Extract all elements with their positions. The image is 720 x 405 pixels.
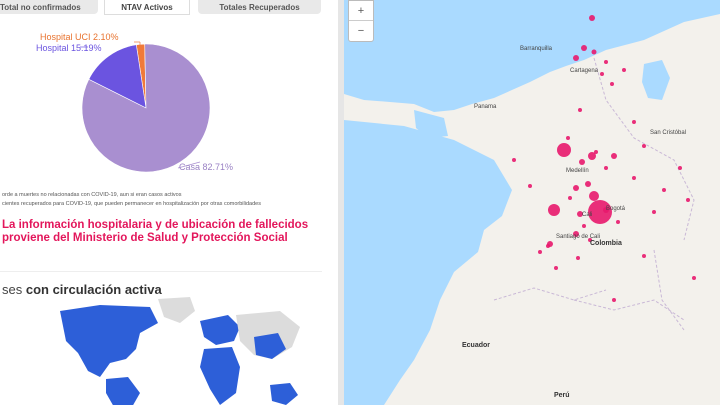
case-bubble[interactable] bbox=[600, 72, 604, 76]
case-bubble[interactable] bbox=[622, 68, 626, 72]
country-label: Colombia bbox=[590, 240, 622, 247]
case-bubble[interactable] bbox=[632, 120, 636, 124]
tab-no-confirmados[interactable]: Total no confirmados bbox=[0, 0, 98, 14]
pie-chart bbox=[80, 41, 211, 173]
panama-gulf bbox=[414, 110, 448, 138]
case-bubble[interactable] bbox=[588, 152, 596, 160]
case-bubble[interactable] bbox=[611, 153, 617, 159]
city-label: Medellín bbox=[566, 168, 589, 174]
left-panel: Total no confirmados NTAV Activos Totale… bbox=[0, 0, 338, 405]
case-bubble[interactable] bbox=[610, 82, 614, 86]
city-label: Cartagena bbox=[570, 68, 599, 74]
greenland-shape bbox=[158, 297, 195, 323]
panel-divider bbox=[338, 0, 344, 405]
case-bubble[interactable] bbox=[578, 108, 582, 112]
maracaibo-lake bbox=[642, 60, 670, 100]
north-america-shape bbox=[60, 305, 158, 377]
case-bubble[interactable] bbox=[566, 136, 570, 140]
case-bubble[interactable] bbox=[588, 200, 612, 224]
case-bubble[interactable] bbox=[573, 231, 579, 237]
zoom-control: + − bbox=[348, 0, 374, 42]
country-label: Perú bbox=[554, 392, 570, 399]
zoom-in-button[interactable]: + bbox=[349, 1, 373, 21]
case-bubble[interactable] bbox=[557, 143, 571, 157]
case-bubble[interactable] bbox=[604, 166, 608, 170]
pie-slice-casa bbox=[81, 43, 211, 173]
zoom-out-button[interactable]: − bbox=[357, 24, 365, 37]
case-bubble[interactable] bbox=[581, 45, 587, 51]
case-bubble[interactable] bbox=[554, 266, 558, 270]
source-line-1: La información hospitalaria y de ubicaci… bbox=[2, 219, 309, 231]
source-line-2: proviene del Ministerio de Salud y Prote… bbox=[2, 232, 288, 244]
pie-label-casa: Casa 82.71% bbox=[179, 162, 234, 172]
case-bubble[interactable] bbox=[576, 256, 580, 260]
world-map bbox=[60, 297, 300, 405]
map-canvas bbox=[344, 0, 720, 405]
circulation-title: ses con circulación activa bbox=[2, 282, 162, 297]
case-bubble[interactable] bbox=[577, 211, 583, 217]
case-bubble[interactable] bbox=[588, 238, 592, 242]
border-colombia-ecuador bbox=[493, 287, 607, 301]
europe-shape bbox=[200, 315, 240, 345]
tab-label: Total no confirmados bbox=[0, 2, 81, 12]
case-bubble[interactable] bbox=[582, 224, 586, 228]
case-bubble[interactable] bbox=[579, 159, 585, 165]
case-bubble[interactable] bbox=[573, 185, 579, 191]
case-bubble[interactable] bbox=[692, 276, 696, 280]
city-label: San Cristóbal bbox=[650, 130, 687, 136]
case-bubble[interactable] bbox=[589, 15, 595, 21]
case-bubble[interactable] bbox=[568, 196, 572, 200]
case-bubble[interactable] bbox=[632, 176, 636, 180]
border-colombia-brazil bbox=[653, 249, 685, 331]
case-bubble[interactable] bbox=[616, 220, 620, 224]
china-shape bbox=[254, 333, 286, 359]
city-label: Panama bbox=[474, 104, 497, 110]
pacific-ocean bbox=[344, 120, 512, 405]
case-bubble[interactable] bbox=[642, 144, 646, 148]
south-america-shape bbox=[106, 377, 140, 405]
case-bubble[interactable] bbox=[573, 55, 579, 61]
case-bubble[interactable] bbox=[548, 204, 560, 216]
city-label: Cali bbox=[582, 212, 593, 218]
caribbean-sea bbox=[344, 0, 720, 112]
case-bubble[interactable] bbox=[612, 298, 616, 302]
pie-label-uci: Hospital UCI 2.10% bbox=[40, 32, 119, 42]
footnote-2: cientes recuperados para COVID-19, que p… bbox=[2, 201, 261, 207]
case-bubble[interactable] bbox=[591, 49, 597, 55]
case-bubble[interactable] bbox=[512, 158, 516, 162]
case-bubble[interactable] bbox=[538, 250, 542, 254]
city-label: Barranquilla bbox=[520, 46, 553, 52]
footnote-1: orde a muertes no relacionadas con COVID… bbox=[2, 192, 182, 198]
case-bubble[interactable] bbox=[686, 198, 690, 202]
tab-recuperados[interactable]: Totales Recuperados bbox=[198, 0, 321, 14]
case-bubble[interactable] bbox=[662, 188, 666, 192]
case-bubble[interactable] bbox=[594, 150, 598, 154]
pie-slice-hospital bbox=[88, 44, 147, 109]
africa-shape bbox=[200, 347, 240, 405]
case-bubble[interactable] bbox=[528, 184, 532, 188]
case-bubble[interactable] bbox=[546, 244, 550, 248]
border-colombia-venezuela bbox=[593, 57, 695, 241]
colombia-map[interactable]: Barranquilla Cartagena Panama Medellín B… bbox=[344, 0, 720, 405]
case-bubble[interactable] bbox=[642, 254, 646, 258]
pie-label-hospital: Hospital 15.19% bbox=[36, 43, 102, 53]
tab-activos[interactable]: NTAV Activos bbox=[104, 0, 190, 15]
tab-label: Totales Recuperados bbox=[219, 2, 300, 12]
case-bubble[interactable] bbox=[678, 166, 682, 170]
country-label: Ecuador bbox=[462, 342, 491, 349]
australia-shape bbox=[270, 383, 298, 405]
case-bubble[interactable] bbox=[585, 181, 591, 187]
case-bubble[interactable] bbox=[604, 60, 608, 64]
city-label: Santiago de Cali bbox=[556, 234, 601, 240]
case-bubble[interactable] bbox=[652, 210, 656, 214]
case-bubble[interactable] bbox=[589, 191, 599, 201]
city-label: Bogotá bbox=[606, 206, 626, 212]
tab-label: NTAV Activos bbox=[121, 2, 173, 12]
